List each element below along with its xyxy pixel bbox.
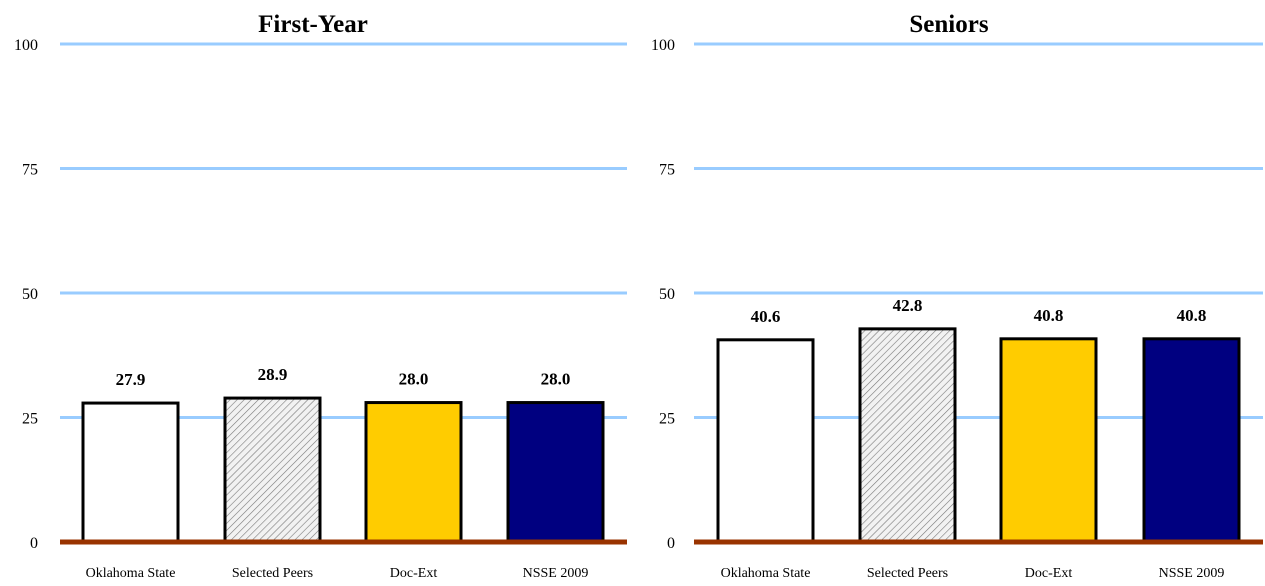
y-tick-label: 75 [659,162,675,179]
category-label: NSSE 2009 [523,566,589,581]
bars [694,327,1263,545]
value-label: 27.9 [116,370,146,389]
y-tick-label: 100 [651,37,675,54]
bars [60,396,627,545]
seniors-chart-panel: Seniors 0 25 50 75 100 40.6 42.8 40.8 40.8 Okla… [651,11,1263,581]
bar-selected-peers [858,327,957,544]
chart-title: Seniors [909,11,988,38]
category-label: Oklahoma State [721,566,811,581]
y-tick-label: 25 [659,411,675,428]
y-axis-ticks: 0 25 50 75 100 [651,37,675,552]
y-tick-label: 50 [22,286,38,303]
category-label: Doc-Ext [1025,566,1073,581]
bar-selected-peers [223,396,322,544]
bar-doc-ext [999,337,1098,544]
category-label: NSSE 2009 [1159,566,1225,581]
bar-doc-ext [364,401,463,544]
bar-nsse-2009 [1142,337,1241,544]
chart-title: First-Year [258,11,368,38]
value-label: 28.9 [258,365,288,384]
category-label: Selected Peers [867,566,948,581]
value-label: 42.8 [893,296,923,315]
y-tick-label: 25 [22,411,38,428]
y-tick-label: 0 [667,535,675,552]
value-label: 28.0 [541,370,571,389]
bar-oklahoma-state [716,338,815,544]
category-label: Selected Peers [232,566,313,581]
bar-oklahoma-state [81,401,180,544]
first-year-chart-panel: First-Year 0 25 50 75 100 27.9 28.9 28.0 28.0 O… [14,11,627,581]
value-label: 40.8 [1034,306,1064,325]
y-tick-label: 75 [22,162,38,179]
y-tick-label: 100 [14,37,38,54]
value-label: 40.8 [1177,306,1207,325]
category-labels: Oklahoma State Selected Peers Doc-Ext NSSE … [86,566,589,581]
bar-nsse-2009 [506,401,605,544]
category-label: Oklahoma State [86,566,176,581]
value-label: 40.6 [751,307,781,326]
gridlines [60,42,627,419]
y-tick-label: 50 [659,286,675,303]
category-labels: Oklahoma State Selected Peers Doc-Ext NSSE … [721,566,1225,581]
value-labels: 40.6 42.8 40.8 40.8 [751,296,1207,326]
category-label: Doc-Ext [390,566,438,581]
y-axis-ticks: 0 25 50 75 100 [14,37,38,552]
value-labels: 27.9 28.9 28.0 28.0 [116,365,571,389]
value-label: 28.0 [399,370,429,389]
y-tick-label: 0 [30,535,38,552]
